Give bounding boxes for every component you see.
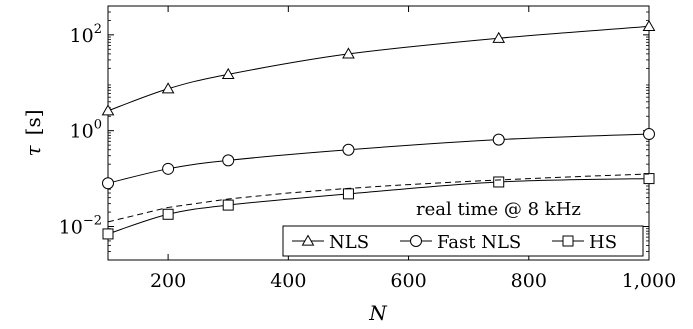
y-axis-ticks: 10−2 100 102	[59, 11, 649, 252]
legend-label: NLS	[329, 232, 369, 253]
legend-marker	[301, 234, 315, 246]
x-tick-label: 200	[150, 270, 186, 292]
x-tick-label: 600	[390, 270, 426, 292]
realtime-annotation: real time @ 8 kHz	[416, 199, 581, 220]
data-point	[642, 19, 656, 32]
y-axis-label: τ [s]	[21, 109, 45, 156]
x-tick-label: 1,000	[622, 270, 676, 292]
legend: NLS Fast NLS HS	[282, 225, 644, 257]
plot-frame	[107, 5, 650, 261]
data-point	[342, 143, 355, 156]
legend-marker	[562, 235, 574, 247]
y-tick-label: 100	[70, 118, 102, 143]
data-point	[643, 128, 655, 141]
legend-label: Fast NLS	[437, 232, 521, 253]
legend-marker	[410, 235, 422, 247]
x-tick-label: 400	[270, 270, 306, 292]
data-point	[492, 133, 505, 146]
data-point	[222, 199, 234, 211]
x-axis-ticks: 200 400 600 800 1,000	[150, 6, 676, 292]
data-point	[102, 177, 114, 190]
data-point	[342, 47, 355, 59]
data-point	[162, 208, 174, 220]
data-point	[342, 188, 354, 200]
data-point	[221, 67, 235, 79]
data-point	[162, 162, 175, 175]
data-point	[493, 176, 505, 188]
data-point	[101, 104, 115, 116]
legend-label: HS	[589, 232, 617, 253]
data-point	[492, 31, 506, 43]
y-axis-symbol: τ	[21, 145, 45, 157]
data-point	[102, 228, 114, 240]
series-line	[107, 173, 650, 223]
data-point	[222, 154, 235, 167]
series-hs	[102, 173, 655, 240]
series-realtime-reference	[107, 173, 650, 223]
series-fast-nls	[102, 128, 655, 190]
series-line	[107, 133, 650, 184]
x-axis-label: N	[368, 301, 388, 325]
y-tick-label: 10−2	[59, 214, 102, 239]
y-axis-unit: [s]	[21, 109, 45, 135]
x-tick-label: 800	[511, 270, 547, 292]
data-point	[643, 173, 655, 185]
series-line	[107, 25, 650, 112]
y-tick-label: 102	[70, 22, 102, 47]
series-layer	[101, 19, 656, 240]
series-nls	[101, 19, 656, 116]
data-point	[161, 82, 175, 94]
